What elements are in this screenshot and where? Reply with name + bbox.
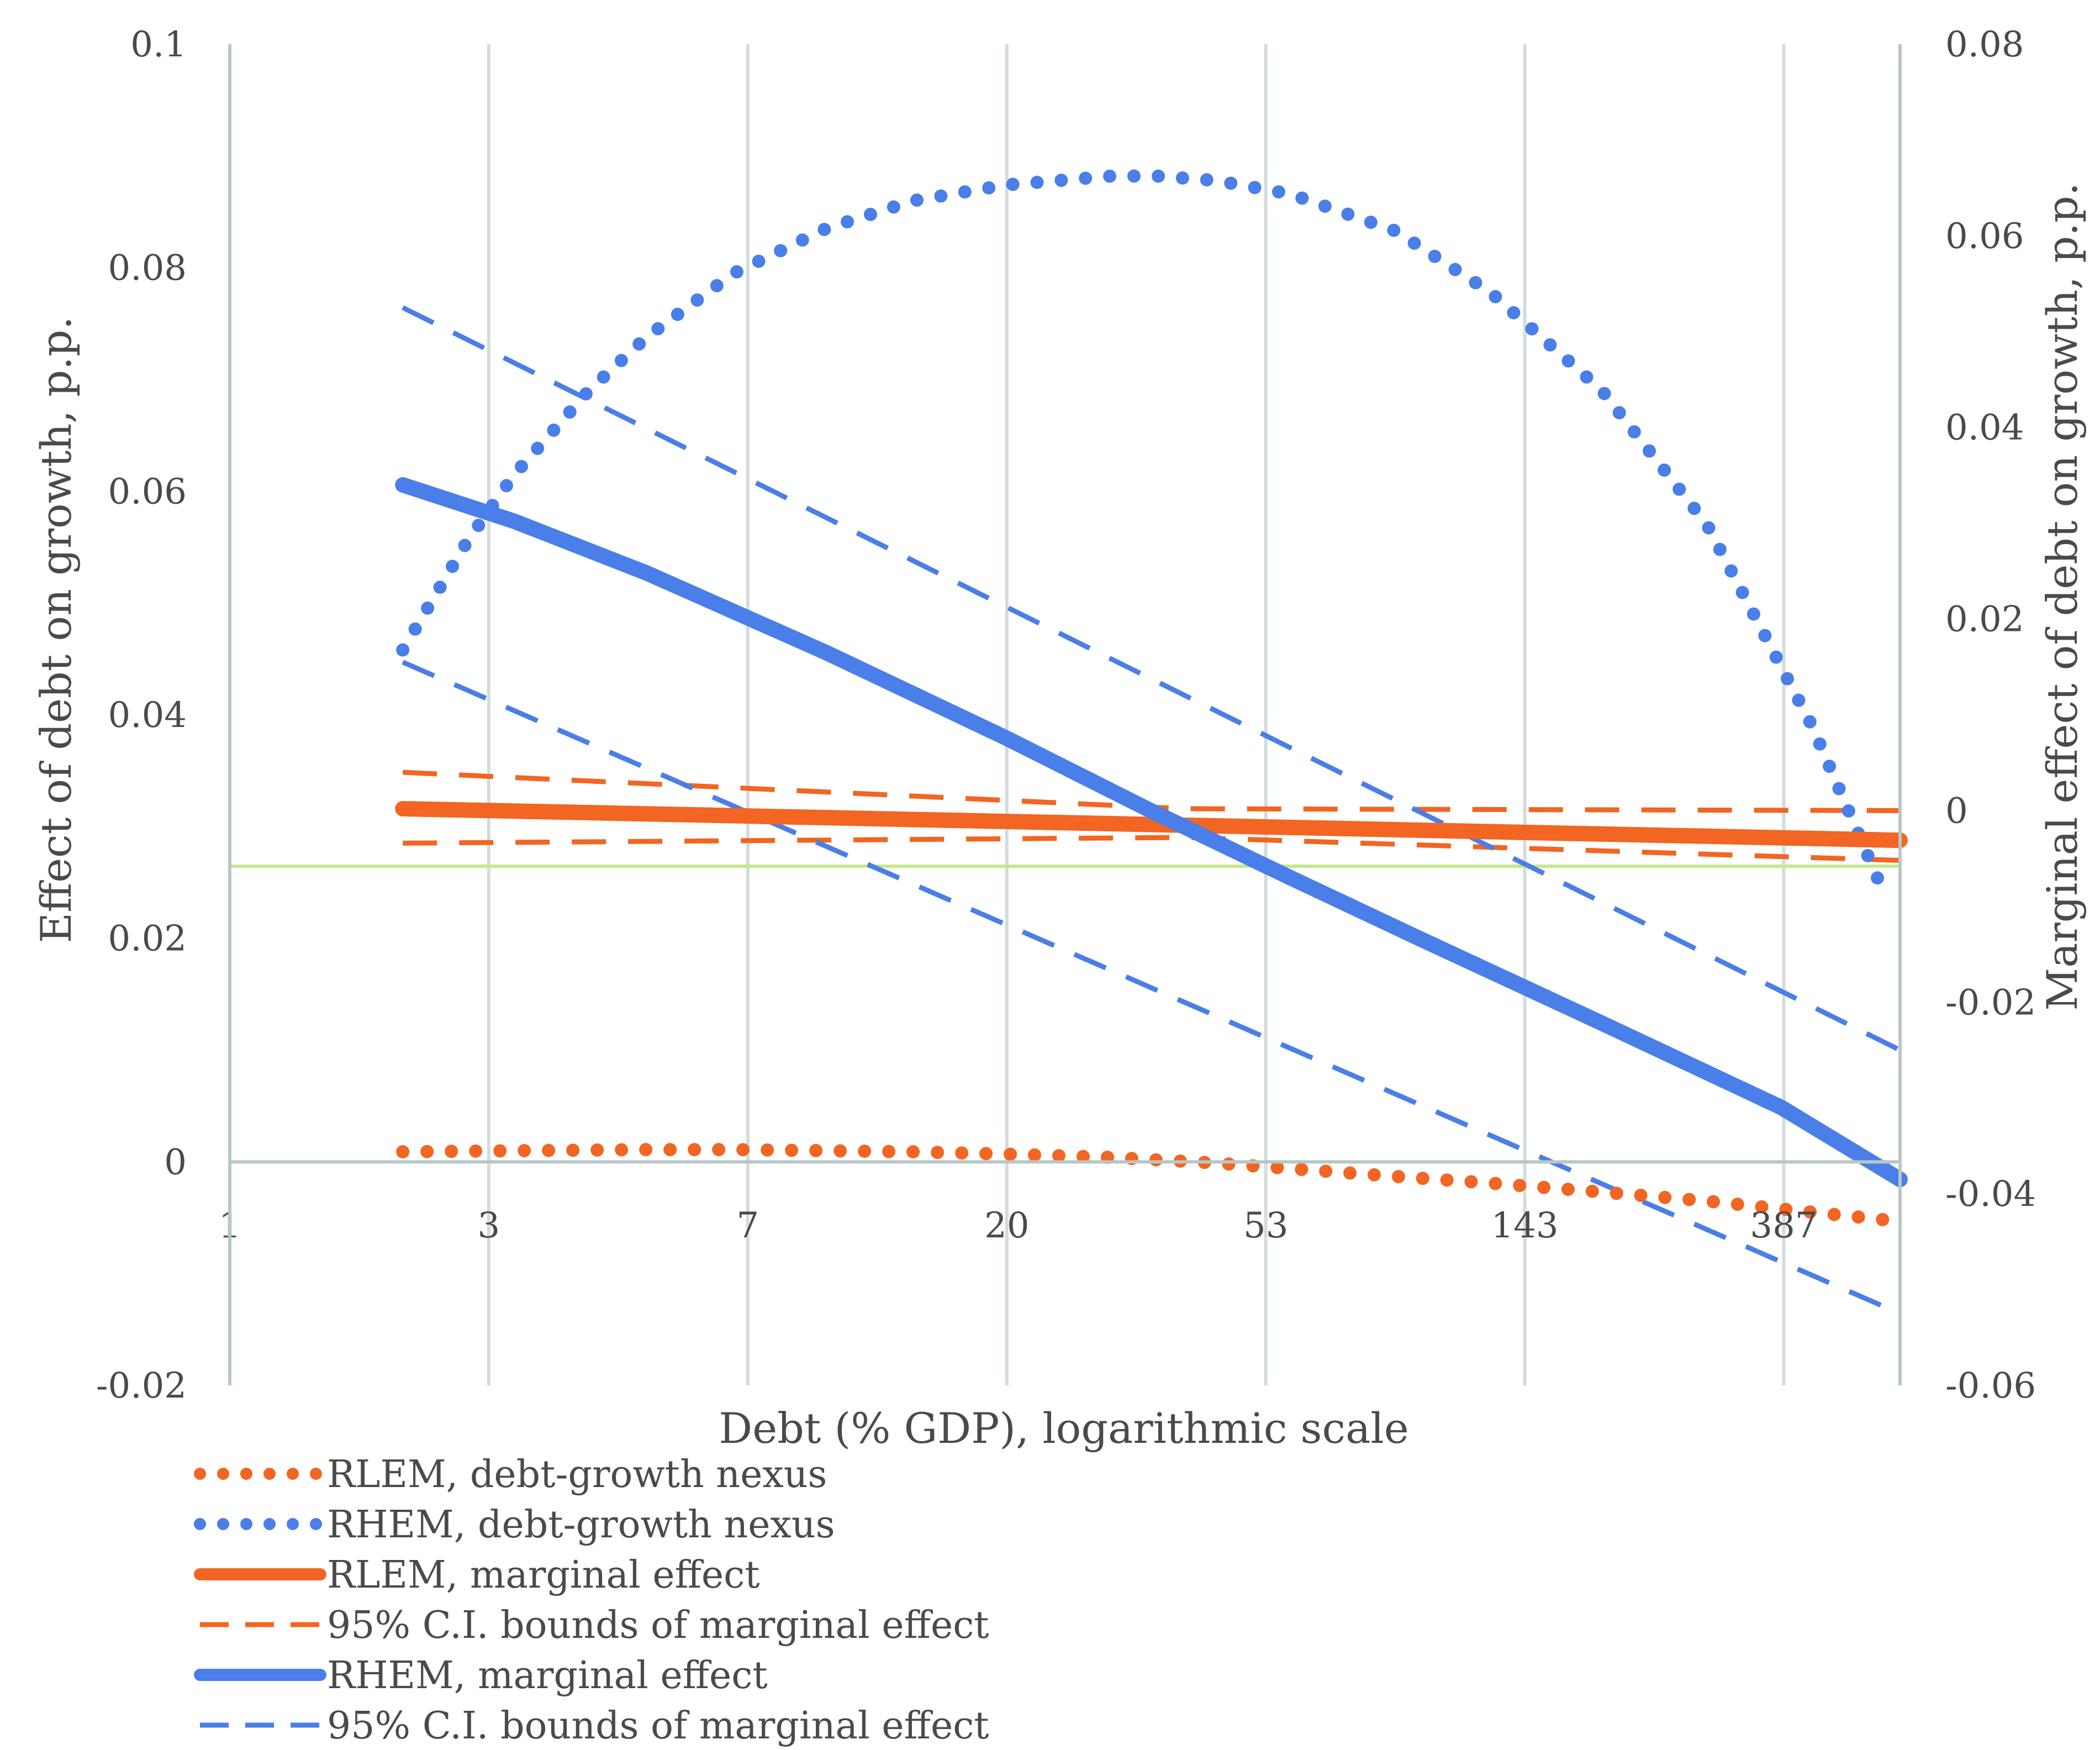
series-rhem-debt-growth-nexus-blue bbox=[396, 169, 1893, 906]
axes-layer: 1372053143387-0.0200.020.040.060.080.1-0… bbox=[96, 24, 2036, 1406]
series-95-c-i-bounds-of-marginal-effect-upper-orange bbox=[402, 769, 1901, 813]
y-left-tick-label: 0.08 bbox=[108, 248, 187, 289]
y-right-tick-label: 0.08 bbox=[1945, 24, 2024, 65]
legend-label: 95% C.I. bounds of marginal effect bbox=[327, 1604, 989, 1647]
y-right-tick-label: -0.04 bbox=[1945, 1174, 2036, 1215]
x-axis-title: Debt (% GDP), logarithmic scale bbox=[719, 1404, 1408, 1453]
y-right-tick-label: -0.02 bbox=[1945, 982, 2036, 1023]
legend-label: RHEM, debt-growth nexus bbox=[327, 1503, 835, 1547]
x-tick-label: 7 bbox=[736, 1205, 759, 1246]
series-rlem-marginal-effect-orange bbox=[395, 801, 1908, 848]
y-left-tick-label: 0.06 bbox=[108, 471, 187, 512]
series-95-c-i-bounds-of-marginal-effect-upper-blue bbox=[402, 305, 1901, 1053]
y-left-tick-label: 0 bbox=[164, 1142, 187, 1183]
y-right-tick-label: 0 bbox=[1945, 790, 1968, 831]
x-tick-label: 143 bbox=[1491, 1205, 1558, 1246]
x-tick-label: 387 bbox=[1750, 1205, 1817, 1246]
series-layer bbox=[395, 169, 1908, 1316]
y-right-tick-label: 0.02 bbox=[1945, 599, 2024, 640]
y-axis-title-left: Effect of debt on growth, p.p. bbox=[31, 317, 81, 943]
legend-label: RLEM, debt-growth nexus bbox=[327, 1453, 827, 1496]
legend-label: RHEM, marginal effect bbox=[327, 1654, 768, 1698]
y-right-tick-label: -0.06 bbox=[1945, 1366, 2036, 1406]
x-tick-label: 20 bbox=[984, 1205, 1029, 1246]
grid-layer bbox=[228, 44, 1786, 1385]
y-left-tick-label: 0.04 bbox=[108, 695, 187, 736]
y-left-tick-label: -0.02 bbox=[96, 1366, 187, 1406]
y-left-tick-label: 0.1 bbox=[130, 24, 187, 65]
series-95-c-i-bounds-of-marginal-effect-lower-blue bbox=[402, 660, 1901, 1316]
legend: RLEM, debt-growth nexus RHEM, debt-growth… bbox=[194, 1453, 989, 1748]
legend-label: RLEM, marginal effect bbox=[327, 1553, 760, 1597]
x-tick-label: 53 bbox=[1243, 1205, 1288, 1246]
x-tick-label: 3 bbox=[478, 1205, 500, 1246]
y-right-tick-label: 0.06 bbox=[1945, 216, 2024, 257]
series-rlem-debt-growth-nexus-orange bbox=[396, 1143, 1893, 1227]
series-rhem-marginal-effect-blue bbox=[395, 477, 1908, 1188]
legend-label: 95% C.I. bounds of marginal effect bbox=[327, 1704, 989, 1747]
y-left-tick-label: 0.02 bbox=[108, 919, 187, 960]
y-axis-title-right: Marginal effect of debt on growth, p.p. bbox=[2038, 182, 2087, 1010]
series-95-c-i-bounds-of-marginal-effect-lower-orange bbox=[403, 835, 1901, 863]
y-right-tick-label: 0.04 bbox=[1945, 408, 2024, 449]
